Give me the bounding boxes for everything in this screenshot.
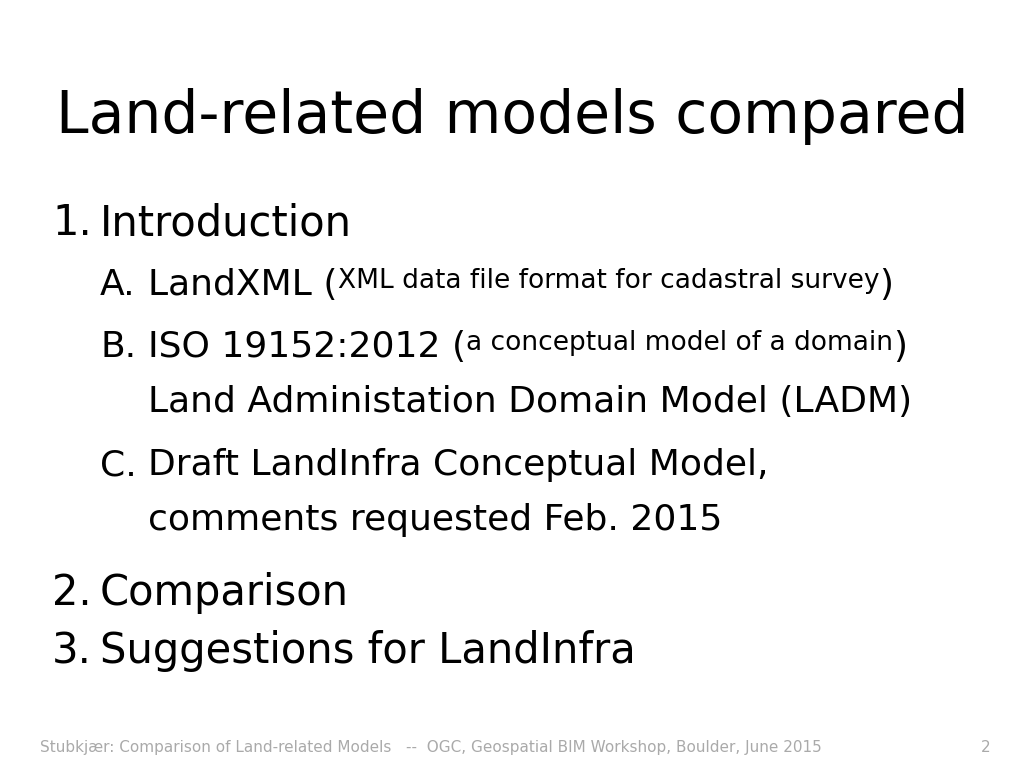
Text: B.: B.: [100, 330, 136, 364]
Text: Comparison: Comparison: [100, 572, 349, 614]
Text: Land-related models compared: Land-related models compared: [55, 88, 969, 145]
Text: Introduction: Introduction: [100, 202, 352, 244]
Text: 2.: 2.: [52, 572, 91, 614]
Text: ISO 19152:2012 (: ISO 19152:2012 (: [148, 330, 466, 364]
Text: comments requested Feb. 2015: comments requested Feb. 2015: [148, 503, 722, 537]
Text: 2: 2: [980, 740, 990, 755]
Text: LandXML (: LandXML (: [148, 268, 338, 302]
Text: C.: C.: [100, 448, 137, 482]
Text: A.: A.: [100, 268, 135, 302]
Text: a conceptual model of a domain: a conceptual model of a domain: [466, 330, 893, 356]
Text: XML data file format for cadastral survey: XML data file format for cadastral surve…: [338, 268, 879, 294]
Text: 1.: 1.: [52, 202, 92, 244]
Text: ): ): [879, 268, 893, 302]
Text: Land Administation Domain Model (LADM): Land Administation Domain Model (LADM): [148, 385, 912, 419]
Text: Stubkjær: Comparison of Land-related Models   --  OGC, Geospatial BIM Workshop, : Stubkjær: Comparison of Land-related Mod…: [40, 740, 821, 755]
Text: ): ): [893, 330, 907, 364]
Text: Draft LandInfra Conceptual Model,: Draft LandInfra Conceptual Model,: [148, 448, 768, 482]
Text: Suggestions for LandInfra: Suggestions for LandInfra: [100, 630, 636, 672]
Text: 3.: 3.: [52, 630, 92, 672]
